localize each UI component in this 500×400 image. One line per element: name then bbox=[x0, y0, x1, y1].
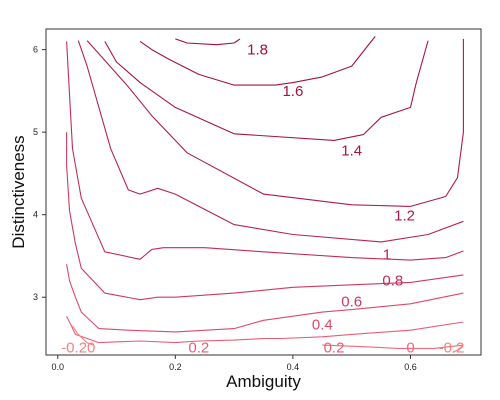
contour-label-5-0: 0.8 bbox=[382, 273, 403, 290]
contour-line-1-4 bbox=[77, 40, 464, 243]
x-tick-label-1: 0.2 bbox=[169, 362, 182, 372]
contour-label-3-0: 1.2 bbox=[394, 208, 415, 225]
x-tick-label-0: 0.0 bbox=[51, 362, 64, 372]
y-axis-title: Distinctiveness bbox=[9, 135, 28, 248]
contour-label-9-0: 0 bbox=[406, 340, 414, 357]
y-tick-label-2: 5 bbox=[33, 127, 38, 137]
contour-label-10-1: -0.20 bbox=[61, 340, 95, 357]
contour-line-1.6-1 bbox=[139, 36, 376, 86]
y-tick-label-1: 4 bbox=[33, 210, 38, 220]
contour-line-neg0.2-11 bbox=[72, 325, 94, 346]
y-tick-label-0: 3 bbox=[33, 292, 38, 302]
contour-label-8-1: 0.2 bbox=[188, 340, 209, 357]
contour-line-0-9 bbox=[322, 344, 464, 349]
x-axis-title: Ambiguity bbox=[226, 372, 301, 391]
y-tick-label-3: 6 bbox=[33, 45, 38, 55]
contour-label-4-0: 1 bbox=[383, 246, 391, 263]
contour-line-0.8-5 bbox=[66, 41, 464, 261]
contour-label-2-0: 1.4 bbox=[341, 142, 362, 159]
contour-line-0.6-6 bbox=[66, 132, 464, 301]
contour-line-1.4-2 bbox=[104, 40, 429, 141]
contour-line-neg0.2-10 bbox=[452, 345, 463, 353]
contour-line-1.8-0 bbox=[175, 38, 241, 46]
x-tick-label-2: 0.4 bbox=[287, 362, 300, 372]
x-tick-label-3: 0.6 bbox=[404, 362, 417, 372]
x-axis-ticks: 0.0 0.2 0.4 0.6 bbox=[51, 355, 417, 372]
contour-label-10-0: -0.2 bbox=[439, 340, 465, 357]
contour-lines bbox=[66, 36, 464, 353]
contour-label-7-0: 0.4 bbox=[312, 317, 333, 334]
contour-line-0.4-7 bbox=[66, 264, 464, 333]
contour-labels: 1.8 1.6 1.4 1.2 1 0.8 0.6 0.4 0.2 0.2 0 -0.2 -0.20 bbox=[61, 42, 464, 357]
plot-frame bbox=[45, 28, 482, 356]
contour-label-6-0: 0.6 bbox=[341, 293, 362, 310]
contour-label-8-0: 0.2 bbox=[324, 340, 345, 357]
contour-line-1.2-3 bbox=[86, 38, 464, 207]
contour-label-0-0: 1.8 bbox=[247, 42, 268, 59]
y-axis-ticks: 3 4 5 6 bbox=[33, 45, 46, 302]
contour-label-1-0: 1.6 bbox=[282, 83, 303, 100]
